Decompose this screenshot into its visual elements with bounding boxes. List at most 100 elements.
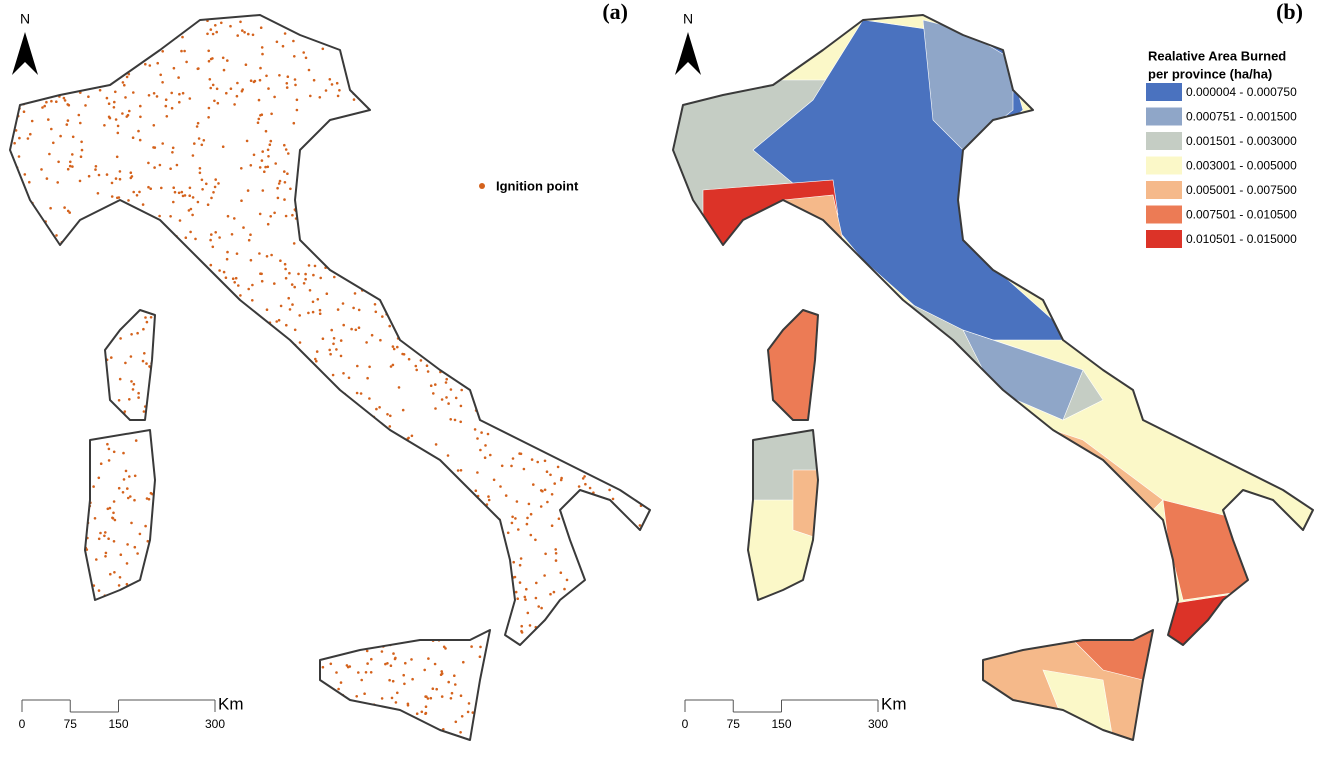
ignition-point [466,618,469,621]
ignition-point [21,460,25,463]
ignition-point [312,148,315,152]
ignition-point [459,259,463,263]
ignition-point [597,577,601,580]
ignition-point [279,259,282,263]
ignition-point [454,95,458,98]
ignition-point [95,49,98,53]
ignition-point [401,319,405,323]
ignition-point [207,106,211,110]
ignition-point [607,34,610,37]
ignition-point [488,710,491,713]
ignition-point [115,63,119,66]
ignition-point [536,205,539,209]
ignition-point [73,625,76,629]
ignition-point [368,397,371,400]
ignition-point [172,186,175,189]
ignition-point [444,647,447,650]
ignition-point [208,629,211,633]
ignition-point [624,365,627,369]
ignition-point [383,277,386,280]
ignition-point [318,96,322,99]
ignition-point [335,348,338,351]
ignition-point [153,720,157,723]
ignition-point [476,471,479,474]
ignition-point [578,241,582,244]
ignition-point [198,167,202,170]
ignition-point [608,39,612,43]
ignition-point [514,221,517,224]
ignition-point [513,30,517,34]
ignition-point [291,303,294,306]
ignition-point [491,278,495,281]
ignition-point [347,747,350,750]
ignition-point [201,574,204,578]
ignition-point [465,117,469,121]
ignition-point [10,429,11,433]
ignition-point [402,547,406,551]
ignition-point [110,4,113,7]
ignition-point [606,261,610,264]
ignition-point [326,182,330,185]
ignition-point [384,582,387,586]
ignition-point [167,502,171,505]
ignition-point [260,349,264,353]
ignition-point [335,81,339,85]
ignition-point [539,128,543,131]
ignition-point [157,412,161,416]
ignition-point [633,74,636,77]
ignition-point [130,175,134,178]
ignition-point [177,284,181,288]
ignition-point [626,282,629,285]
ignition-point [554,345,557,348]
ignition-point [222,68,226,72]
ignition-point [450,109,453,112]
ignition-point [605,463,609,466]
ignition-point [338,121,341,124]
ignition-point [160,688,163,691]
ignition-point [488,403,491,406]
ignition-point [392,599,396,602]
ignition-point [63,206,66,209]
ignition-point [265,430,268,434]
ignition-point [308,402,312,406]
ignition-point [370,501,373,504]
ignition-point [374,5,377,8]
ignition-point [571,669,574,673]
ignition-point [490,662,493,666]
ignition-point [102,606,106,610]
ignition-point [460,634,464,638]
ignition-point [85,444,88,448]
ignition-point [483,18,486,22]
ignition-point [229,24,232,28]
ignition-point [80,140,83,144]
ignition-point [104,696,107,700]
ignition-point [352,306,355,310]
ignition-point [503,651,506,654]
ignition-point [401,452,405,455]
ignition-point [335,224,338,228]
ignition-point [619,523,622,527]
ignition-point [17,668,20,671]
ignition-point [117,641,121,644]
ignition-point [562,20,566,24]
ignition-point [474,623,478,627]
ignition-point [334,548,338,552]
ignition-point [493,46,496,49]
ignition-point [277,571,280,575]
ignition-point [502,726,506,729]
ignition-point [348,257,351,260]
ignition-point [364,25,367,29]
ignition-point [373,540,376,544]
ignition-point [627,132,630,136]
ignition-point [189,230,192,234]
ignition-point [215,30,218,34]
ignition-point [235,358,239,361]
ignition-point [183,194,187,197]
ignition-point [612,202,616,205]
ignition-point [655,424,658,427]
ignition-point [18,136,21,140]
ignition-point [207,59,211,63]
ignition-point [400,291,404,294]
ignition-point [473,428,477,431]
